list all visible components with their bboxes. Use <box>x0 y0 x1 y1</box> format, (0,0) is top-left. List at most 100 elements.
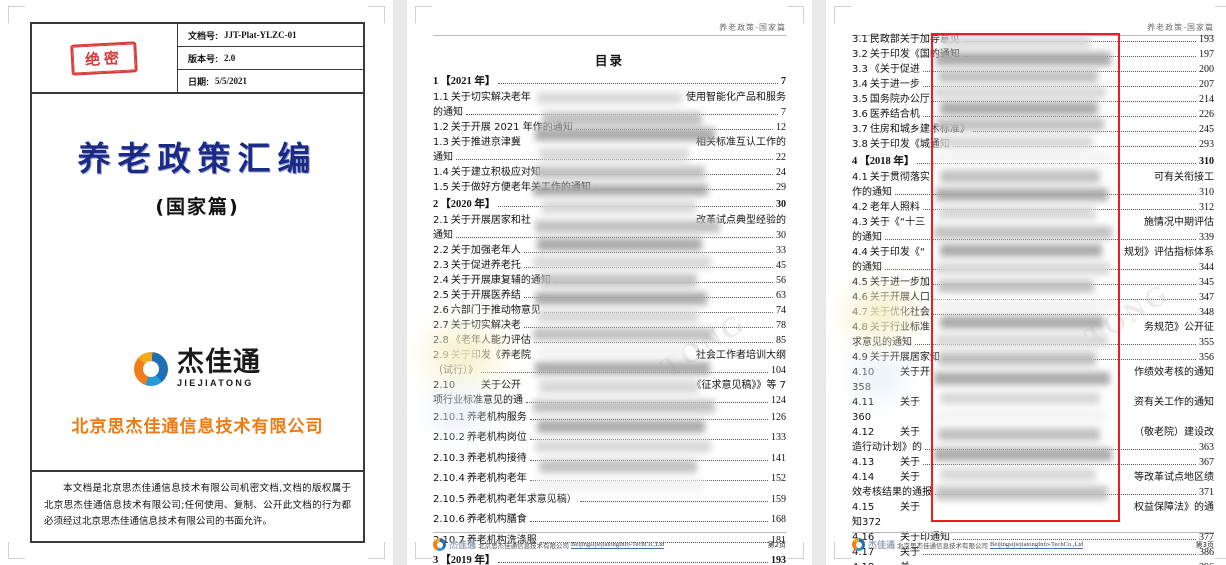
toc-entry-number: 2.3 <box>433 259 449 271</box>
toc-entry[interactable]: 2.10.4 养老机构老年 152 <box>433 469 786 490</box>
toc-entry[interactable]: 1.2 关于开展 2021 年作的通知 12 <box>433 120 786 135</box>
toc-entry-continuation-text: 作的通知 <box>852 186 892 198</box>
toc-page-number: 371 <box>1199 486 1214 498</box>
toc-entry[interactable]: 2.8 《老年人能力评估 85 <box>433 333 786 348</box>
toc-entry-text: 关于进一步加 <box>869 276 930 288</box>
toc-entry-number: 4.3 <box>852 216 868 228</box>
toc-entry-text: 养老机构膳食 <box>466 514 527 526</box>
toc-dot-leader <box>498 83 778 84</box>
toc-entry-number: 4.17 <box>852 546 875 558</box>
toc-entry-number: 4.10 <box>852 366 875 378</box>
toc-entry[interactable]: 2.6 六部门于推动物 意见 74 <box>433 303 786 318</box>
toc-entry[interactable]: 1.1 关于切实解决老年 使用智能化产品和服务 <box>433 90 786 105</box>
toc-entry[interactable]: 2.5 关于开展医养结 63 <box>433 288 786 303</box>
footer-brand-name: 杰佳通 <box>868 541 896 551</box>
toc-entry[interactable]: 3.5 国务院办公厅 214 <box>852 92 1214 107</box>
toc-dot-leader <box>923 463 1196 465</box>
toc-entry-continuation[interactable]: 360 <box>852 410 1214 425</box>
toc-page-number: 133 <box>771 432 786 444</box>
toc-entry-number: 4.15 <box>852 501 875 513</box>
toc-entry[interactable]: 2.10.2 养老机构岗位 133 <box>433 428 786 449</box>
toc-entry-continuation[interactable]: 的通知 339 <box>852 230 1214 245</box>
toc-entry-text: 关于 <box>900 426 920 438</box>
toc-dot-leader <box>523 251 773 253</box>
toc-page-number: 74 <box>776 304 786 316</box>
toc-entry[interactable]: 1.5 关于做好方便老年 关工作的通知 29 <box>433 180 786 195</box>
toc-entry-continuation[interactable]: 的通知 7 <box>433 105 786 120</box>
document-page-1[interactable]: 绝密 文档号: JJT-Plat-YLZC-01 版本号: 2.0 日期: 5/… <box>0 0 393 565</box>
toc-entry-number: 2.9 <box>433 349 449 361</box>
toc-entry[interactable]: 4.1 关于贯彻落实 可有关衔接工 <box>852 170 1214 185</box>
toc-entry[interactable]: 4.14 关于 等改革试点地区绩 <box>852 470 1214 485</box>
toc-entry-text: 住房和城乡建 <box>869 124 930 135</box>
toc-entry[interactable]: 2.1 关于开展居家和社 改革试点典型经验的 <box>433 213 786 228</box>
toc-entry[interactable]: 4.18关 396 <box>852 560 1214 565</box>
toc-dot-leader <box>553 281 773 283</box>
toc-entry[interactable]: 2.10.6 养老机构膳食 168 <box>433 510 786 531</box>
toc-entry[interactable]: 2.10.3 养老机构接待 141 <box>433 449 786 470</box>
toc-entry[interactable]: 2.10.7 养老机构洗涤服 181 <box>433 531 786 552</box>
toc-entry-text-tail: 关工作的通知 <box>530 181 591 193</box>
toc-entry[interactable]: 2.9 关于印发《养老院 社会工作者培训大纲 <box>433 348 786 363</box>
toc-entry[interactable]: 1 【2021 年】 7 <box>433 74 786 90</box>
crop-mark-top-right <box>787 6 804 23</box>
toc-entry[interactable]: 2.10.5 养老机构老年 求意见稿） 159 <box>433 490 786 511</box>
toc-entry[interactable]: 2.7 关于切实解决老 78 <box>433 318 786 333</box>
toc-entry[interactable]: 2.10.1 养老机构服务 126 <box>433 408 786 429</box>
toc-title: 目录 <box>594 53 624 68</box>
toc-entry-number: 1.2 <box>433 121 449 133</box>
toc-entry-number: 4.16 <box>852 531 875 543</box>
toc-page-number: 56 <box>776 274 786 286</box>
toc-entry[interactable]: 4.3 关于《“十三 施情况中期评估 <box>852 215 1214 230</box>
toc-entry-continuation[interactable]: （试行）》 104 <box>433 363 786 378</box>
toc-page-number: 193 <box>771 555 786 565</box>
toc-entry-text: 养老机构岗位 <box>466 432 527 444</box>
toc-entry[interactable]: 4.4 关于印发《“ 规划》评估指标体系 <box>852 245 1214 260</box>
toc-entry[interactable]: 3.6 医养结合机 226 <box>852 107 1214 122</box>
toc-entry-continuation-text: 知372 <box>852 516 882 528</box>
toc-entry[interactable]: 4.12 关于 （敬老院）建设改 <box>852 425 1214 440</box>
toc-entry[interactable]: 2.3 关于促进养老托 45 <box>433 258 786 273</box>
toc-list-page3: 3.1 民政部关于加 导意见 193 3.2 关于印发《国 的通知 197 3.3 《关于促进 20… <box>852 32 1214 565</box>
toc-entry[interactable]: 4.11 关于 资有关工作的通知 <box>852 395 1214 410</box>
document-page-2[interactable]: 养老政策-国家篇 目录 1 【2021 年】 7 1.1 关于切实解决老年 使用智能化产品… <box>407 0 812 565</box>
toc-entry-number: 4 <box>852 156 858 167</box>
toc-page-number: 24 <box>776 166 786 178</box>
red-highlight-rectangle-page3[interactable] <box>931 33 1120 522</box>
toc-dot-leader <box>481 371 768 373</box>
toc-entry-text: 关于印发《养老院 <box>450 349 531 361</box>
toc-dot-leader <box>456 236 773 238</box>
crop-mark-bottom-right <box>368 542 385 559</box>
toc-entry[interactable]: 2.2 关于加强老年人 33 <box>433 243 786 258</box>
toc-entry-number: 2.10 <box>433 379 456 391</box>
toc-entry-number: 3.2 <box>852 49 868 60</box>
toc-entry[interactable]: 4.17 关于 386 <box>852 545 1214 560</box>
toc-entry-continuation[interactable]: 通知 22 <box>433 150 786 165</box>
toc-entry[interactable]: 3 【2019 年】 193 <box>433 553 786 565</box>
confidentiality-notice: 本文档是北京思杰佳通信息技术有限公司机密文档,文档的版权属于北京思杰佳通信息技术… <box>32 470 363 541</box>
toc-entry-continuation[interactable]: 通知 30 <box>433 228 786 243</box>
crop-mark-top-left <box>415 6 432 23</box>
toc-entry[interactable]: 2.10 关于公开 《征求意见稿》》等 7 <box>433 378 786 393</box>
toc-entry[interactable]: 1.4 关于建立积极应对知 24 <box>433 165 786 180</box>
toc-entry[interactable]: 4.13 关于 367 <box>852 455 1214 470</box>
toc-entry[interactable]: 4.16 关于印 通知 377 <box>852 530 1214 545</box>
toc-entry-number: 4.1 <box>852 171 868 183</box>
toc-dot-leader <box>533 341 773 343</box>
toc-page-number: 104 <box>771 364 786 376</box>
toc-entry[interactable]: 4.15 关于 权益保障法》的通 <box>852 500 1214 515</box>
toc-entry-text: 国务院办公厅 <box>869 94 930 105</box>
toc-entry-number: 3.1 <box>852 34 868 45</box>
document-page-3[interactable]: 养老政策-国家篇 3.1 民政部关于加 导意见 193 3.2 关于印发《国 的通知 197 3… <box>826 0 1226 565</box>
toc-entry[interactable]: 1.3 关于推进京津冀 相关标准互认工作的 <box>433 135 786 150</box>
toc-entry[interactable]: 2 【2020 年】 30 <box>433 197 786 213</box>
toc-dot-leader <box>885 238 1196 240</box>
toc-page-number: 310 <box>1199 156 1214 167</box>
toc-entry-number: 2 <box>433 198 439 210</box>
toc-entry-continuation[interactable]: 项行业标准意见的通 124 <box>433 393 786 408</box>
toc-entry-continuation[interactable]: 知372 <box>852 515 1214 530</box>
toc-entry-text: 关于开展医养结 <box>450 289 521 301</box>
crop-mark-bottom-left <box>8 542 25 559</box>
toc-entry[interactable]: 2.4 关于开展康复辅 的通知 56 <box>433 273 786 288</box>
